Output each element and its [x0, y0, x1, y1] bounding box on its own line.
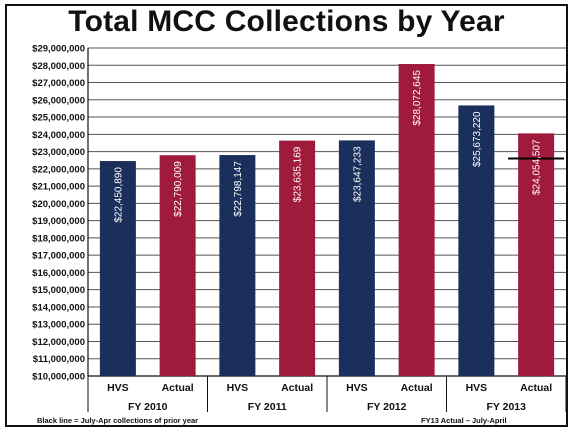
- bar: [219, 155, 256, 376]
- y-tick-label: $21,000,000: [32, 182, 85, 193]
- y-tick-label: $23,000,000: [32, 147, 85, 158]
- y-tick-label: $19,000,000: [32, 216, 85, 227]
- y-tick-label: $20,000,000: [32, 199, 85, 210]
- x-category-label: HVS: [107, 382, 129, 394]
- bars: [99, 64, 565, 376]
- chart-title: Total MCC Collections by Year: [68, 5, 505, 38]
- bar: [279, 140, 316, 376]
- y-tick-labels: $10,000,000 $11,000,000 $12,000,000 $13,000…: [32, 44, 85, 383]
- note-left: Black line = July-Apr collections of pri…: [37, 416, 199, 425]
- y-tick-label: $17,000,000: [32, 251, 85, 262]
- data-label: $25,673,220: [472, 111, 483, 167]
- x-group-label: FY 2011: [248, 401, 287, 413]
- x-group-labels: FY 2010 FY 2011 FY 2012 FY 2013: [128, 401, 526, 413]
- y-tick-label: $18,000,000: [32, 233, 85, 244]
- bar: [159, 155, 196, 376]
- bar: [338, 140, 375, 376]
- x-group-label: FY 2012: [367, 401, 407, 413]
- data-label: $23,647,233: [352, 146, 363, 202]
- data-label: $24,054,507: [532, 139, 543, 195]
- y-tick-label: $22,000,000: [32, 164, 85, 175]
- bar: [518, 133, 555, 376]
- y-tick-label: $12,000,000: [32, 337, 85, 348]
- x-category-labels: HVS Actual HVS Actual HVS Actual HVS Actual: [107, 382, 552, 394]
- bar: [398, 64, 435, 376]
- y-tick-label: $28,000,000: [32, 61, 85, 72]
- y-tick-label: $15,000,000: [32, 285, 85, 296]
- data-label: $22,450,890: [113, 167, 124, 223]
- x-category-label: HVS: [346, 382, 368, 394]
- note-right: FY13 Actual – July-April: [421, 416, 507, 425]
- y-tick-label: $11,000,000: [33, 354, 85, 365]
- y-tick-label: $16,000,000: [32, 268, 85, 279]
- x-category-label: Actual: [520, 382, 552, 394]
- bar: [99, 161, 136, 376]
- x-group-label: FY 2013: [486, 401, 526, 413]
- data-label: $22,798,147: [233, 161, 244, 217]
- y-tick-label: $25,000,000: [32, 113, 85, 124]
- y-tick-label: $26,000,000: [32, 95, 85, 106]
- x-category-label: HVS: [227, 382, 249, 394]
- x-category-label: Actual: [401, 382, 433, 394]
- data-label: $22,790,009: [173, 161, 184, 217]
- data-label: $23,635,169: [293, 146, 304, 202]
- y-tick-label: $27,000,000: [32, 78, 85, 89]
- x-category-label: Actual: [162, 382, 194, 394]
- bar: [458, 105, 495, 376]
- x-category-label: Actual: [281, 382, 313, 394]
- y-tick-label: $24,000,000: [32, 130, 85, 141]
- data-label: $28,072,645: [412, 70, 423, 126]
- y-tick-label: $29,000,000: [32, 44, 85, 55]
- y-tick-label: $13,000,000: [32, 320, 85, 331]
- x-category-label: HVS: [466, 382, 488, 394]
- x-group-label: FY 2010: [128, 401, 168, 413]
- data-labels: $22,450,890 $22,790,009 $22,798,147 $23,635…: [113, 70, 542, 223]
- y-tick-label: $14,000,000: [32, 302, 85, 313]
- y-tick-label: $10,000,000: [32, 372, 85, 383]
